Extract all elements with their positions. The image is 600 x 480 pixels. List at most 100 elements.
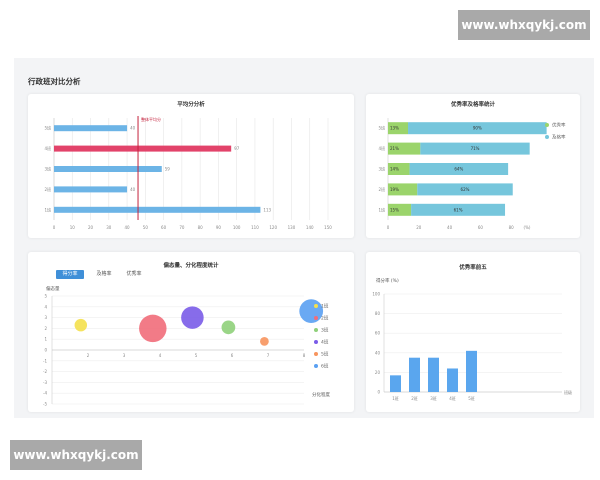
bubble-x-tick-label: 5 — [195, 353, 198, 358]
rate-bar-excellent — [388, 142, 421, 155]
avg-x-tick-label: 40 — [125, 225, 131, 230]
avg-bar — [54, 145, 232, 152]
tab-score-rate[interactable]: 得分率 — [56, 270, 84, 279]
average-score-title: 平均分分析 — [177, 102, 205, 108]
average-score-chart: 0 10 20 30 40 50 60 70 80 90 100 110 120 130 140 150 1班 1… — [44, 116, 332, 230]
top-bar — [466, 350, 477, 392]
avg-x-tick-label: 80 — [198, 225, 204, 230]
legend-pass-swatch — [545, 135, 549, 139]
avg-x-tick-label: 90 — [216, 225, 222, 230]
top-y-tick-label: 20 — [375, 370, 381, 375]
bubble-legend-swatch — [314, 364, 318, 368]
tab-pass-rate[interactable]: 及格率 — [96, 271, 112, 277]
avg-value-label: 40 — [130, 187, 136, 192]
rate-x-tick-label: 60 — [478, 225, 484, 230]
rate-category-label: 4班 — [378, 145, 385, 151]
top-y-tick-label: 40 — [375, 350, 381, 355]
avg-category-label: 4班 — [44, 145, 51, 151]
rate-x-tick-label: 80 — [509, 225, 515, 230]
bubble-legend-label: 5班 — [321, 351, 329, 358]
pass-rate-chart: 0 20 40 60 80 (%) 1班 15% 61% 2班 19% 62% 3班 14% 64% 4班 21… — [378, 118, 566, 230]
top-y-tick-label: 100 — [372, 292, 380, 297]
bubble-point — [139, 314, 167, 343]
top-y-tick-label: 60 — [375, 331, 381, 336]
bubble-x-tick-label: 3 — [123, 353, 126, 358]
bubble-y-tick-label: -5 — [43, 402, 47, 407]
rate-category-label: 3班 — [378, 166, 385, 172]
bubble-y-tick-label: -4 — [43, 391, 47, 396]
bubble-point — [221, 320, 236, 335]
skewness-title: 偏态量、分化程度统计 — [163, 263, 219, 269]
rate-bar-pass — [417, 183, 513, 196]
bubble-y-tick-label: 1 — [44, 337, 47, 342]
bubble-x-tick-label: 4 — [159, 353, 162, 358]
bubble-legend-swatch — [314, 304, 318, 308]
rate-category-label: 1班 — [378, 206, 385, 212]
bubble-legend-label: 2班 — [321, 315, 329, 322]
bubble-legend-swatch — [314, 328, 318, 332]
avg-category-label: 2班 — [44, 186, 51, 192]
rate-bar-excellent — [388, 163, 410, 175]
top-category-label: 3班 — [430, 395, 437, 401]
avg-bar — [54, 206, 261, 213]
rate-bar-excellent — [388, 183, 418, 196]
top-y-tick-label: 0 — [377, 390, 380, 395]
avg-category-label: 1班 — [44, 206, 51, 212]
legend-excellent-label: 优秀率 — [552, 122, 566, 129]
bubble-legend-label: 4班 — [321, 339, 329, 346]
top-bar — [409, 357, 420, 392]
skewness-card: 偏态量、分化程度统计 得分率 及格率 优秀率 偏态量 5 4 3 2 1 0 -1 -2 -3 -4… — [28, 252, 354, 412]
avg-x-tick-label: 100 — [233, 225, 241, 230]
avg-x-tick-label: 60 — [161, 225, 167, 230]
skewness-bubble-chart: 偏态量 5 4 3 2 1 0 -1 -2 -3 -4 -5 2 3 4 5 6 7 8 分化程度 1班 2班 3班 4班 5班… — [43, 285, 330, 407]
pass-rate-card: 优秀率及格率统计 0 20 40 60 80 (%) 1班 15% 61% 2班 19% 62% 3班 1… — [366, 94, 580, 238]
avg-x-tick-label: 30 — [106, 225, 112, 230]
bubble-point — [181, 306, 204, 329]
bubble-x-tick-label: 2 — [87, 353, 90, 358]
rate-bar-pass — [408, 122, 547, 135]
avg-bar — [54, 186, 128, 193]
page-title: 行政班对比分析 — [28, 77, 81, 86]
watermark-top: www.whxqykj.com — [458, 10, 590, 40]
avg-x-tick-label: 120 — [269, 225, 277, 230]
top-y-label: 得分率 (%) — [376, 277, 399, 284]
tab-excellent-rate[interactable]: 优秀率 — [126, 271, 142, 277]
average-score-card: 平均分分析 0 10 20 30 40 50 60 70 80 90 100 110 120 130 140… — [28, 94, 354, 238]
rate-category-label: 5班 — [378, 125, 385, 131]
bubble-y-tick-label: -3 — [43, 380, 47, 385]
bubble-y-tick-label: -1 — [43, 358, 47, 363]
rate-bar-excellent — [388, 203, 412, 216]
top-y-tick-label: 80 — [375, 311, 381, 316]
avg-bar — [54, 125, 128, 132]
avg-x-tick-label: 70 — [179, 225, 185, 230]
avg-x-tick-label: 130 — [288, 225, 296, 230]
bubble-point — [260, 336, 269, 346]
avg-bar — [54, 166, 162, 172]
rate-bar-pass — [420, 142, 530, 155]
watermark-bottom: www.whxqykj.com — [10, 440, 142, 470]
rate-x-tick-label: 40 — [447, 225, 453, 230]
bubble-legend-swatch — [314, 352, 318, 356]
avg-category-label: 3班 — [44, 166, 51, 172]
top-bar — [447, 368, 458, 392]
rate-pass-label: 90% — [473, 126, 482, 131]
avg-value-label: 40 — [130, 126, 136, 131]
bubble-y-tick-label: 4 — [44, 304, 47, 309]
avg-reference-label: 整体平均分 — [141, 116, 161, 122]
avg-x-tick-label: 110 — [251, 225, 259, 230]
bubble-point — [299, 299, 324, 323]
rate-excellent-label: 19% — [390, 187, 399, 192]
top-category-label: 2班 — [411, 395, 418, 401]
avg-value-label: 59 — [165, 167, 171, 172]
avg-x-tick-label: 50 — [143, 225, 149, 230]
rate-bar-excellent — [388, 122, 409, 135]
top-category-label: 1班 — [392, 395, 399, 401]
avg-x-tick-label: 150 — [324, 225, 332, 230]
rate-excellent-label: 21% — [390, 146, 399, 151]
top-five-title: 优秀率前五 — [459, 265, 487, 271]
avg-x-tick-label: 140 — [306, 225, 314, 230]
rate-pass-label: 61% — [454, 207, 463, 212]
top-bar — [390, 375, 401, 392]
bubble-y-tick-label: 2 — [44, 326, 47, 331]
bubble-legend-label: 1班 — [321, 303, 329, 310]
